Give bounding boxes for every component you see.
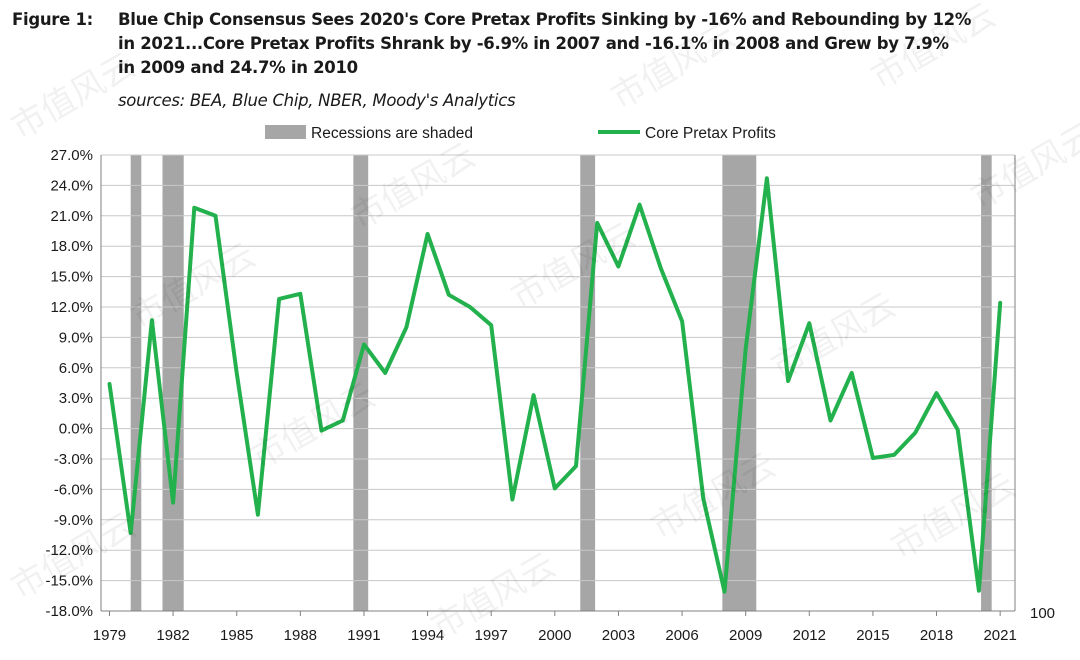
- y-tick-label: 24.0%: [50, 177, 93, 194]
- y-tick-label: -12.0%: [45, 542, 93, 559]
- axes: [100, 155, 1016, 616]
- watermark-text: 市值风云: [885, 465, 1023, 568]
- y-tick-label: 12.0%: [50, 299, 93, 316]
- recession-shading: [130, 155, 992, 611]
- legend-label-line: Core Pretax Profits: [645, 125, 776, 142]
- watermark-text: 市值风云: [505, 215, 643, 318]
- legend-swatch-recession: [265, 125, 306, 139]
- x-tick-label: 1988: [284, 627, 317, 644]
- y-tick-label: 6.0%: [59, 360, 93, 377]
- x-tick-label: 2009: [729, 627, 762, 644]
- y-tick-label: -3.0%: [54, 451, 93, 468]
- watermark-text: 市值风云: [645, 445, 783, 548]
- watermark-text: 市值风云: [5, 45, 143, 148]
- series-line: [107, 176, 1003, 594]
- y-tick-label: 9.0%: [59, 329, 93, 346]
- x-tick-label: 2021: [983, 627, 1016, 644]
- legend-label-recession: Recessions are shaded: [311, 125, 473, 142]
- y-tick-label: 3.0%: [59, 390, 93, 407]
- recession-band: [353, 155, 369, 611]
- y-tick-label: -9.0%: [54, 512, 93, 529]
- y-tick-label: -15.0%: [45, 573, 93, 590]
- series-line-core-pretax-profits: [107, 176, 1003, 594]
- figure-label: Figure 1:: [12, 10, 93, 29]
- x-tick-label: 1982: [156, 627, 189, 644]
- y-tick-label: 27.0%: [50, 147, 93, 164]
- x-tick-label: 1985: [220, 627, 253, 644]
- x-tick-label: 2003: [602, 627, 635, 644]
- recession-band: [981, 155, 992, 611]
- right-axis-label: 100: [1030, 605, 1055, 622]
- watermark-text: 市值风云: [125, 235, 263, 338]
- y-tick-label: 15.0%: [50, 269, 93, 286]
- watermark-text: 市值风云: [865, 0, 1003, 98]
- y-tick-labels: -18.0% -15.0% -12.0% -9.0% -6.0% -3.0% 0.0% 3.0…: [45, 147, 93, 620]
- title-line-3: in 2009 and 24.7% in 2010: [118, 58, 358, 77]
- x-tick-label: 2018: [920, 627, 953, 644]
- chart-sources: sources: BEA, Blue Chip, NBER, Moody's A…: [118, 91, 516, 110]
- y-tick-label: 0.0%: [59, 421, 93, 438]
- chart-title: Figure 1: Blue Chip Consensus Sees 2020'…: [12, 8, 1072, 80]
- legend: Recessions are shaded Core Pretax Profit…: [265, 125, 776, 142]
- x-tick-label: 1991: [347, 627, 380, 644]
- y-tick-label: 21.0%: [50, 208, 93, 225]
- y-tick-label: -18.0%: [45, 603, 93, 620]
- title-line-2: in 2021...Core Pretax Profits Shrank by …: [118, 34, 949, 53]
- recession-band: [130, 155, 142, 611]
- y-tick-label: 18.0%: [50, 238, 93, 255]
- y-tick-label: -6.0%: [54, 481, 93, 498]
- x-tick-label: 2012: [793, 627, 826, 644]
- recession-band: [162, 155, 184, 611]
- x-tick-label: 1979: [93, 627, 126, 644]
- x-tick-label: 2015: [856, 627, 889, 644]
- x-tick-label: 1994: [411, 627, 444, 644]
- x-tick-label: 2000: [538, 627, 571, 644]
- x-tick-label: 1997: [475, 627, 508, 644]
- watermark-text: 市值风云: [605, 15, 743, 118]
- title-line-1: Blue Chip Consensus Sees 2020's Core Pre…: [118, 10, 972, 29]
- x-tick-labels: 1979 1982 1985 1988 1991 1994 1997 2000 2003 2006…: [93, 627, 1017, 644]
- x-tick-label: 2006: [665, 627, 698, 644]
